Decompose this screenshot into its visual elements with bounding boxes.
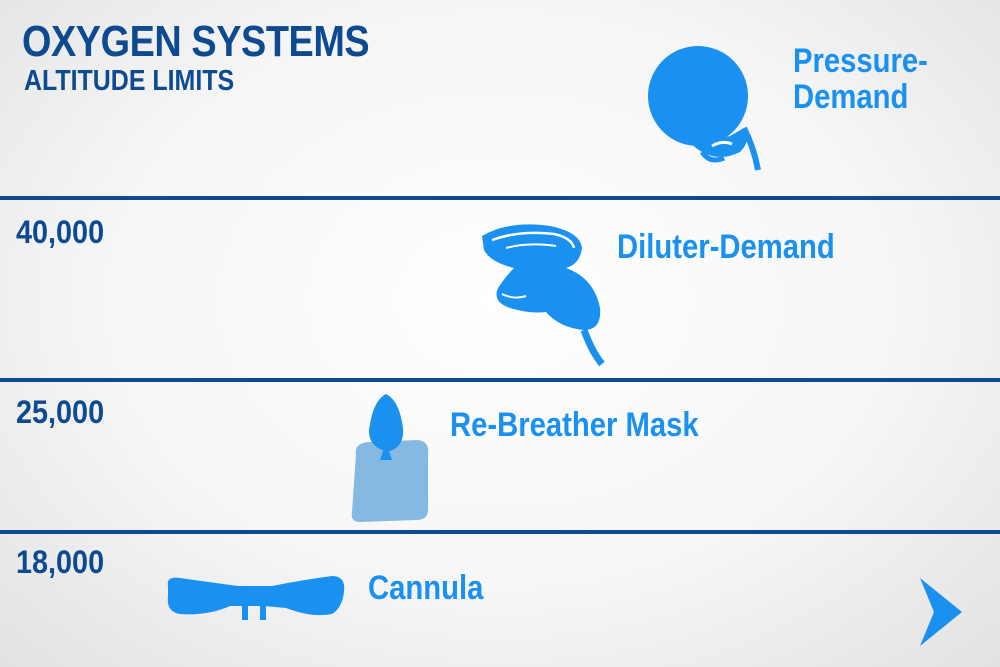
- nasal-cannula-icon: [167, 576, 345, 620]
- rebreather-mask-label: Re-Breather Mask: [450, 406, 699, 444]
- pressure-helmet-icon: [648, 46, 761, 171]
- page-subtitle: ALTITUDE LIMITS: [24, 65, 235, 97]
- diluter-demand-mask-icon: [482, 224, 605, 367]
- rebreather-mask-icon: [351, 394, 429, 522]
- altitude-label-18000: 18,000: [16, 544, 105, 580]
- altitude-label-40000: 40,000: [16, 214, 105, 250]
- altitude-divider: [0, 530, 1000, 534]
- page-title: OXYGEN SYSTEMS: [22, 17, 370, 66]
- altitude-divider: [0, 378, 1000, 382]
- diluter-demand-label: Diluter-Demand: [617, 228, 835, 266]
- cannula-label: Cannula: [368, 569, 484, 607]
- altitude-label-25000: 25,000: [16, 394, 105, 430]
- pressure-demand-label: Pressure- Demand: [793, 42, 928, 116]
- chevron-right-icon[interactable]: [918, 576, 964, 648]
- altitude-divider: [0, 196, 1000, 200]
